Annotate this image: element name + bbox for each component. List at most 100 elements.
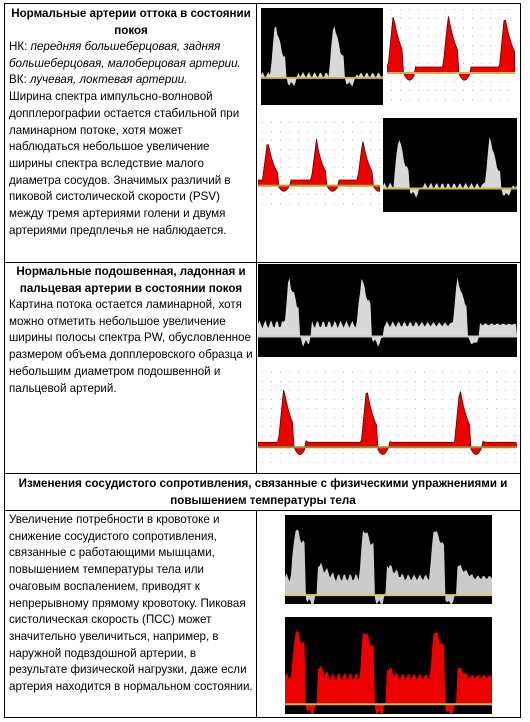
grid-dot xyxy=(334,131,335,132)
grid-dot xyxy=(499,81,500,82)
grid-dot xyxy=(409,63,410,64)
grid-dot xyxy=(388,390,389,391)
row-title: Нормальные подошвенная, ладонная и пальц… xyxy=(16,265,246,295)
grid-dot xyxy=(361,131,362,132)
grid-dot xyxy=(415,453,416,454)
grid-dot xyxy=(400,9,401,10)
grid-dot xyxy=(406,390,407,391)
grid-dot xyxy=(400,18,401,19)
grid-dot xyxy=(361,417,362,418)
grid-dot xyxy=(418,90,419,91)
grid-dot xyxy=(262,408,263,409)
grid-dot xyxy=(280,140,281,141)
grid-dot xyxy=(409,99,410,100)
grid-dot xyxy=(514,426,515,427)
grid-dot xyxy=(505,462,506,463)
grid-dot xyxy=(436,54,437,55)
row-title: Изменения сосудистого сопротивления, свя… xyxy=(18,477,508,507)
grid-dot xyxy=(469,462,470,463)
grid-dot xyxy=(406,435,407,436)
grid-dot xyxy=(391,27,392,28)
grid-dot xyxy=(406,417,407,418)
grid-dot xyxy=(415,390,416,391)
grid-dot xyxy=(481,81,482,82)
grid-dot xyxy=(379,372,380,373)
grid-dot xyxy=(325,426,326,427)
grid-dot xyxy=(487,435,488,436)
grid-dot xyxy=(481,99,482,100)
grid-dot xyxy=(298,435,299,436)
grid-dot xyxy=(514,435,515,436)
grid-dot xyxy=(298,417,299,418)
grid-dot xyxy=(406,426,407,427)
grid-dot xyxy=(418,18,419,19)
grid-dot xyxy=(436,45,437,46)
grid-dot xyxy=(397,453,398,454)
grid-dot xyxy=(505,417,506,418)
grid-dot xyxy=(316,122,317,123)
grid-dot xyxy=(397,399,398,400)
grid-dot xyxy=(334,417,335,418)
grid-dot xyxy=(262,167,263,168)
grid-dot xyxy=(361,122,362,123)
grid-dot xyxy=(361,462,362,463)
grid-dot xyxy=(352,122,353,123)
label: НК: xyxy=(9,40,28,53)
grid-dot xyxy=(388,435,389,436)
grid-dot xyxy=(454,18,455,19)
grid-dot xyxy=(289,167,290,168)
grid-dot xyxy=(427,36,428,37)
grid-dot xyxy=(424,417,425,418)
grid-dot xyxy=(370,194,371,195)
grid-dot xyxy=(334,122,335,123)
grid-dot xyxy=(445,36,446,37)
grid-dot xyxy=(433,435,434,436)
grid-dot xyxy=(289,372,290,373)
grid-dot xyxy=(262,176,263,177)
grid-dot xyxy=(454,99,455,100)
grid-dot xyxy=(298,149,299,150)
grid-dot xyxy=(424,453,425,454)
grid-dot xyxy=(418,99,419,100)
grid-dot xyxy=(436,9,437,10)
grid-dot xyxy=(424,390,425,391)
grid-dot xyxy=(391,18,392,19)
grid-dot xyxy=(460,381,461,382)
grid-dot xyxy=(370,203,371,204)
grid-dot xyxy=(343,408,344,409)
grid-dot xyxy=(379,194,380,195)
grid-dot xyxy=(463,36,464,37)
grid-dot xyxy=(409,45,410,46)
grid-dot xyxy=(307,203,308,204)
grid-dot xyxy=(316,194,317,195)
grid-dot xyxy=(424,408,425,409)
grid-dot xyxy=(433,381,434,382)
grid-dot xyxy=(298,372,299,373)
grid-dot xyxy=(343,122,344,123)
grid-dot xyxy=(490,81,491,82)
grid-dot xyxy=(505,390,506,391)
grid-dot xyxy=(418,27,419,28)
grid-dot xyxy=(415,399,416,400)
grid-dot xyxy=(352,167,353,168)
grid-dot xyxy=(442,453,443,454)
grid-dot xyxy=(463,18,464,19)
grid-dot xyxy=(325,203,326,204)
grid-dot xyxy=(478,462,479,463)
grid-dot xyxy=(370,462,371,463)
grid-dot xyxy=(379,462,380,463)
grid-dot xyxy=(298,158,299,159)
grid-dot xyxy=(424,435,425,436)
grid-dot xyxy=(514,453,515,454)
grid-dot xyxy=(307,417,308,418)
grid-dot xyxy=(463,9,464,10)
grid-dot xyxy=(505,408,506,409)
grid-dot xyxy=(289,381,290,382)
grid-dot xyxy=(334,194,335,195)
grid-dot xyxy=(388,381,389,382)
grid-dot xyxy=(490,99,491,100)
grid-dot xyxy=(334,149,335,150)
grid-dot xyxy=(424,399,425,400)
grid-dot xyxy=(280,131,281,132)
